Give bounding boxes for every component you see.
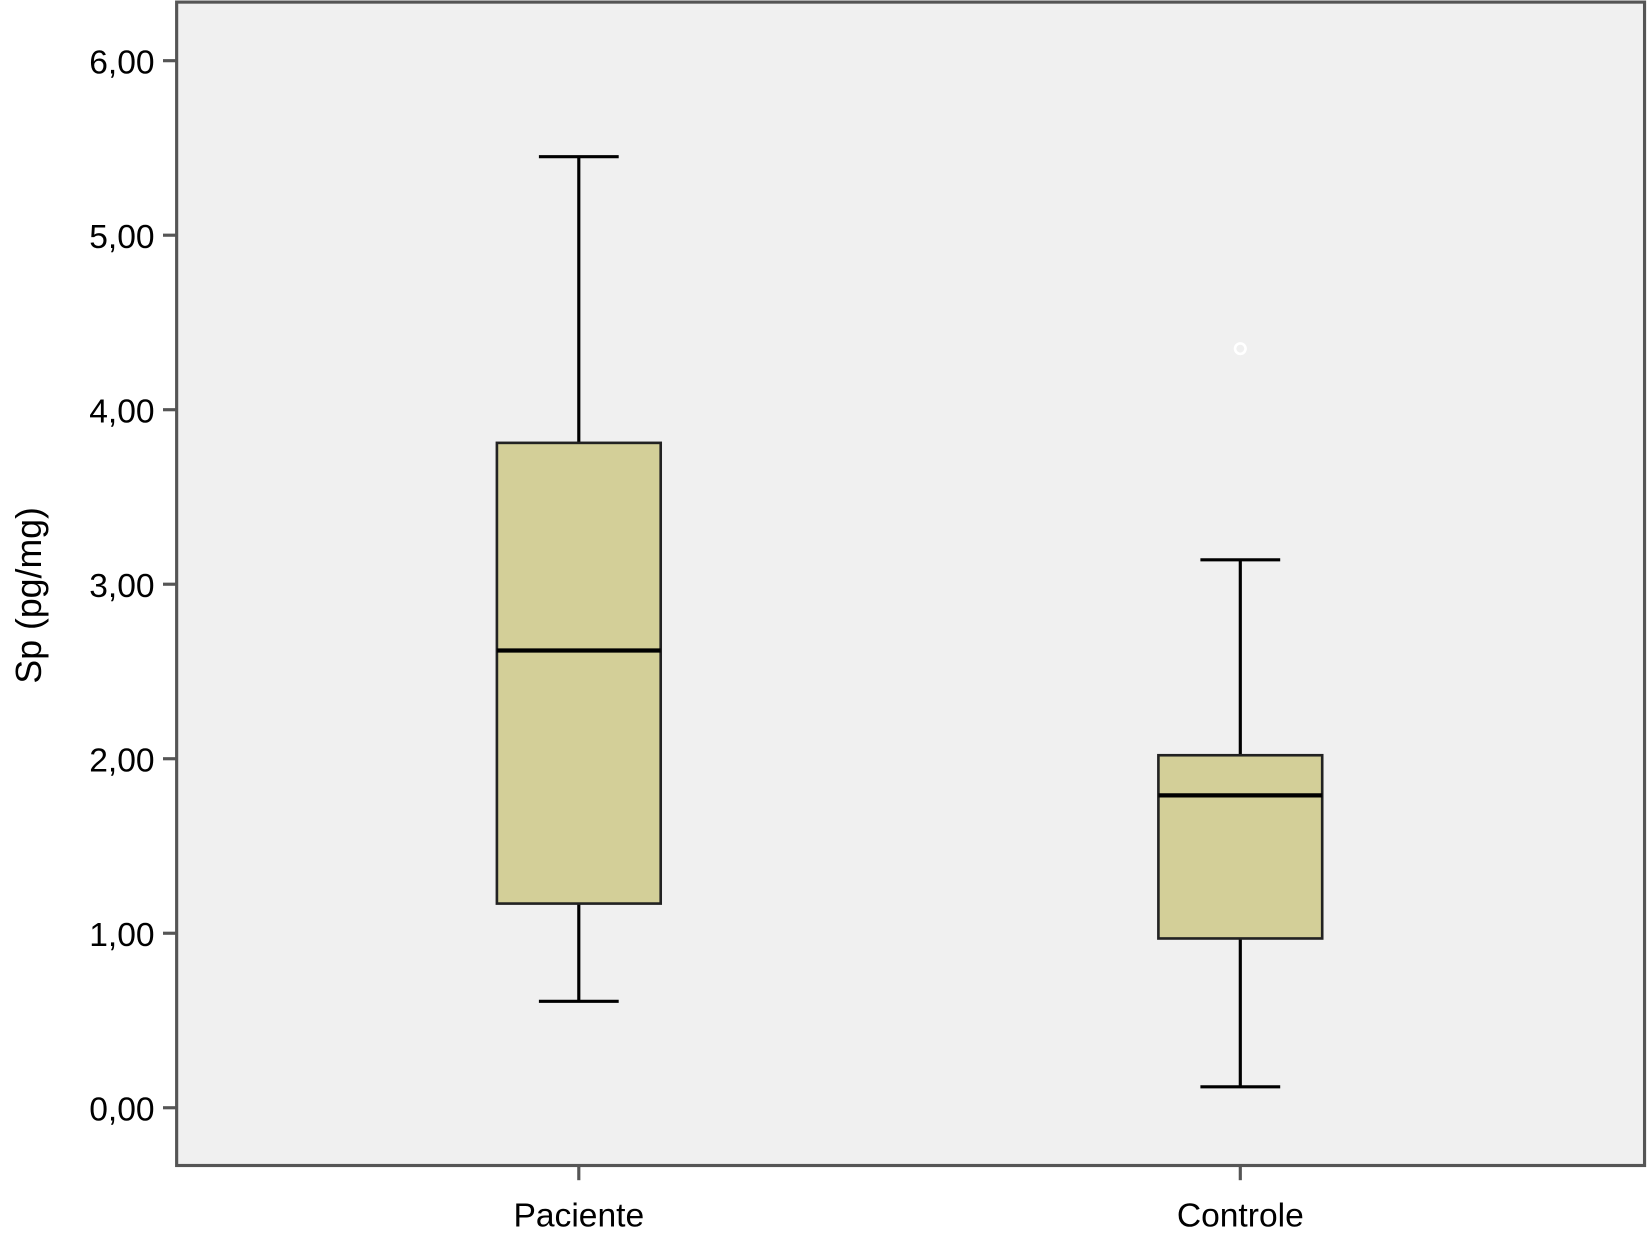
y-tick-label: 2,00 [89, 742, 154, 779]
x-tick-label: Controle [1177, 1197, 1304, 1234]
y-tick-label: 1,00 [89, 917, 154, 954]
y-tick-label: 6,00 [89, 44, 154, 81]
box-paciente [495, 155, 663, 1003]
box-controle [1157, 342, 1324, 1089]
x-tick-label: Paciente [513, 1197, 644, 1234]
y-axis: 0,00 1,00 2,00 3,00 4,00 5,00 6,00 [89, 44, 177, 1128]
y-axis-label: Sp (pg/mg) [9, 507, 49, 684]
iqr-box [495, 441, 663, 905]
y-tick-label: 3,00 [89, 568, 154, 605]
iqr-box [1157, 753, 1324, 940]
boxes [495, 155, 1324, 1089]
x-axis: Paciente Controle [513, 1165, 1304, 1234]
y-tick-label: 0,00 [89, 1091, 154, 1128]
outlier-point [1233, 342, 1247, 356]
y-tick-label: 4,00 [89, 393, 154, 430]
plot-area [175, 0, 1647, 1168]
y-tick-label: 5,00 [89, 219, 154, 256]
